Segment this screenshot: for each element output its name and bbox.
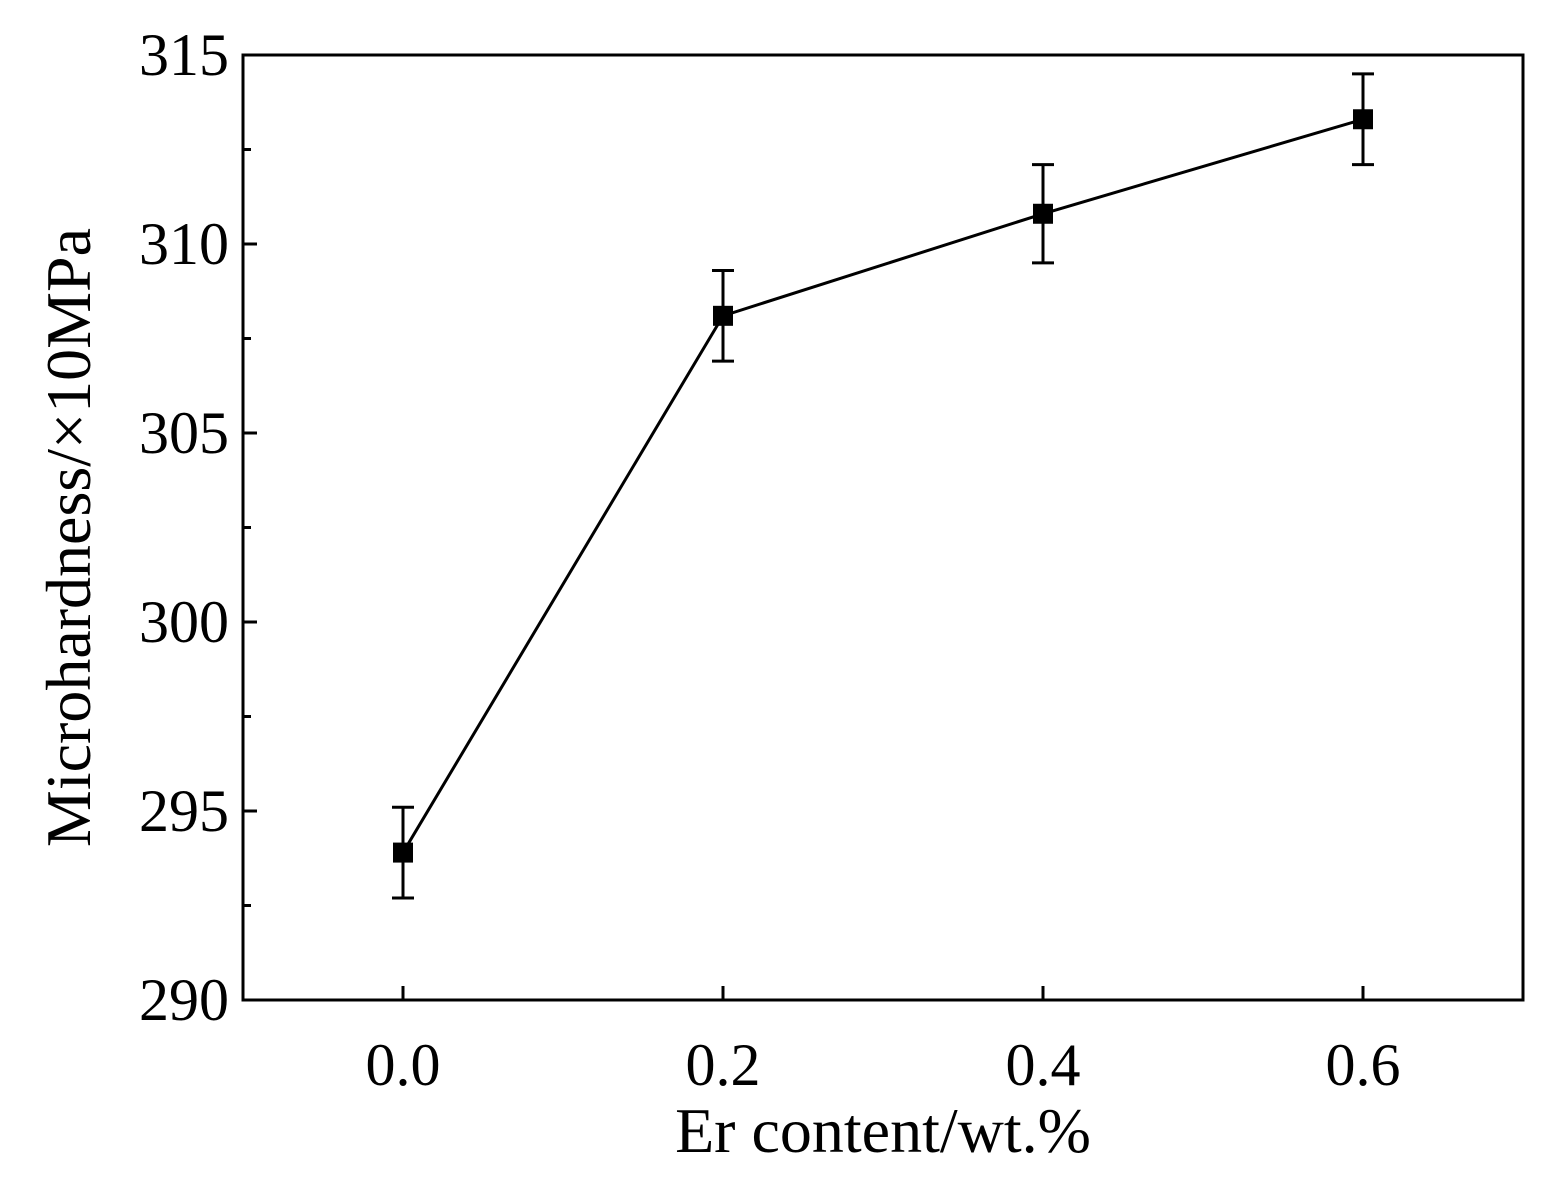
data-point <box>713 305 733 326</box>
x-tick-label: 0.2 <box>686 1032 761 1098</box>
y-tick-label: 310 <box>139 211 229 277</box>
y-tick-label: 295 <box>139 778 229 844</box>
x-tick-label: 0.4 <box>1006 1032 1081 1098</box>
y-tick-label: 305 <box>139 400 229 466</box>
series-line <box>401 117 1364 854</box>
x-tick-label: 0.6 <box>1326 1032 1401 1098</box>
plot-area: 290 295 300 305 310 315 0.0 0.2 0.4 0.6 <box>139 22 1525 1098</box>
y-axis-label: Microhardness/×10MPa <box>33 228 104 847</box>
x-tick-label: 0.0 <box>366 1032 441 1098</box>
x-axis-label: Er content/wt.% <box>675 1095 1091 1166</box>
data-point <box>1353 109 1373 130</box>
y-tick-label: 315 <box>139 22 229 88</box>
data-point <box>393 842 413 863</box>
y-tick-label: 290 <box>139 967 229 1033</box>
y-tick-label: 300 <box>139 589 229 655</box>
plot-frame <box>241 53 1525 1002</box>
data-point <box>1033 203 1053 224</box>
